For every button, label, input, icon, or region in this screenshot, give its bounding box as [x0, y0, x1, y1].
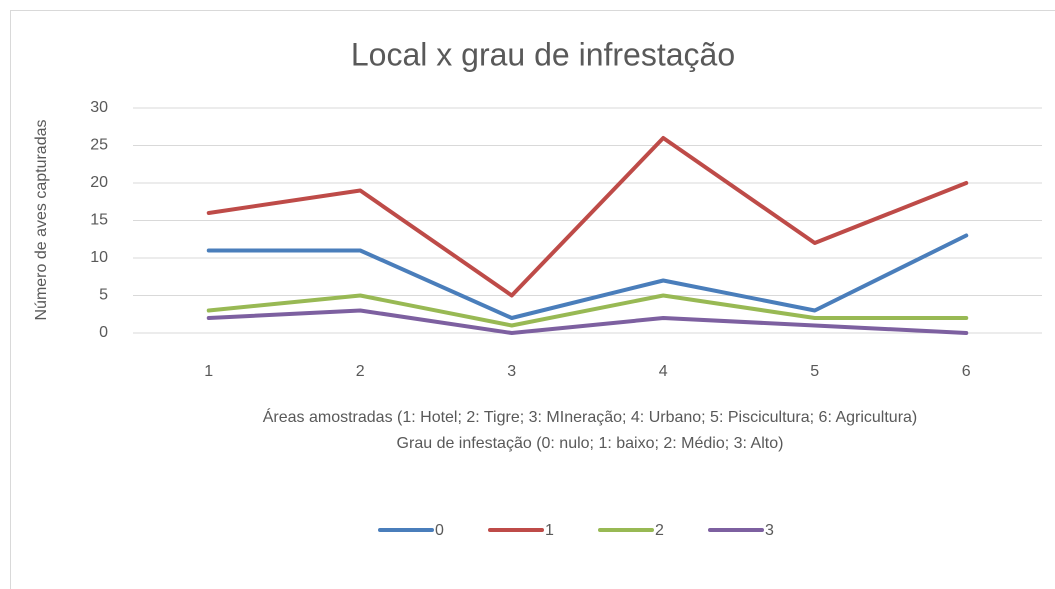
x-tick-label: 4	[659, 363, 668, 380]
x-axis-title: Áreas amostradas (1: Hotel; 2: Tigre; 3:…	[190, 406, 990, 455]
legend-label: 3	[765, 522, 774, 539]
series-line	[206, 233, 969, 320]
series-line	[206, 293, 969, 328]
x-axis-title-line: Grau de infestação (0: nulo; 1: baixo; 2…	[396, 435, 784, 452]
legend-label: 1	[545, 522, 554, 539]
legend-label: 2	[655, 522, 664, 539]
series-line	[206, 136, 969, 298]
legend-label: 0	[435, 522, 444, 539]
x-tick-label: 3	[507, 363, 516, 380]
y-tick-label: 5	[99, 287, 108, 304]
x-tick-label: 2	[356, 363, 365, 380]
chart-title: Local x grau de infrestação	[351, 36, 735, 72]
y-tick-label: 30	[90, 99, 108, 116]
y-tick-label: 25	[90, 137, 108, 154]
x-tick-label: 1	[204, 363, 213, 380]
chart-border	[10, 10, 1055, 589]
y-tick-label: 10	[90, 249, 108, 266]
series-line	[206, 308, 969, 335]
y-tick-label: 0	[99, 324, 108, 341]
x-axis-title-line: Áreas amostradas (1: Hotel; 2: Tigre; 3:…	[262, 409, 918, 426]
y-tick-label: 15	[90, 212, 108, 229]
x-tick-label: 6	[962, 363, 971, 380]
y-tick-label: 20	[90, 174, 108, 191]
y-axis-title: Número de aves capturadas	[33, 120, 50, 321]
x-tick-label: 5	[810, 363, 819, 380]
